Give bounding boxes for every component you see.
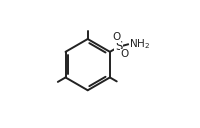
Text: S: S [115,40,122,53]
Text: O: O [121,49,129,59]
Text: O: O [113,32,121,42]
Text: NH$_2$: NH$_2$ [129,38,150,51]
